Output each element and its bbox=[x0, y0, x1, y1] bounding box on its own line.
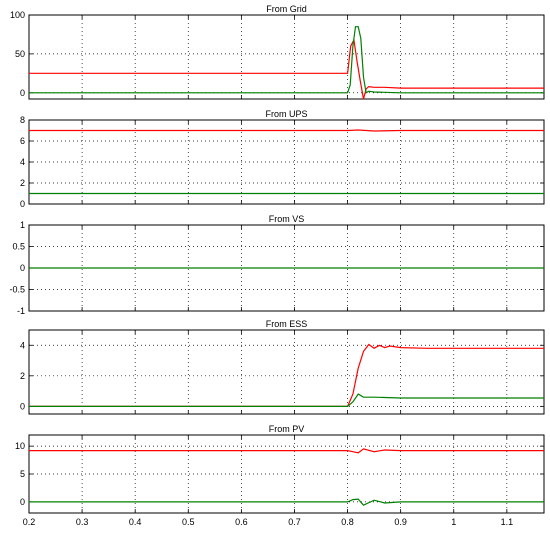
y-tick-label: 10 bbox=[15, 441, 25, 451]
plot-area bbox=[28, 329, 545, 415]
panel-title: From UPS bbox=[265, 109, 307, 119]
y-tick-label: 0.5 bbox=[12, 242, 25, 252]
y-tick-label: 2 bbox=[20, 178, 25, 188]
series-line-1 bbox=[29, 448, 544, 454]
panel-title: From VS bbox=[269, 214, 305, 224]
y-tick-label: 100 bbox=[10, 10, 25, 20]
panel-title: From PV bbox=[269, 424, 305, 434]
panel-5: From PV 0 5 10 0.2 0.3 0.4 0.5 0.6 0.7 0.8 0.9 1 1.1 bbox=[15, 424, 545, 527]
series-line-1 bbox=[29, 343, 544, 407]
y-tick-label: 0 bbox=[20, 401, 25, 411]
series-line-2 bbox=[29, 26, 544, 94]
panel-1: From Grid 0 50 100 bbox=[10, 4, 545, 100]
y-tick-label: 5 bbox=[20, 469, 25, 479]
x-tick-label: 0.4 bbox=[129, 517, 142, 527]
x-tick-label: 0.9 bbox=[394, 517, 407, 527]
series-line-2 bbox=[29, 498, 544, 506]
x-tick-label: 0.6 bbox=[235, 517, 248, 527]
y-tick-label: 0 bbox=[20, 263, 25, 273]
x-tick-label: 0.7 bbox=[288, 517, 301, 527]
y-tick-label: 1 bbox=[20, 220, 25, 230]
x-tick-label: 1 bbox=[451, 517, 456, 527]
panel-title: From ESS bbox=[266, 319, 308, 329]
y-tick-label: 0 bbox=[20, 497, 25, 507]
y-tick-label: 2 bbox=[20, 371, 25, 381]
panel-4: From ESS 0 2 4 bbox=[20, 319, 545, 415]
plot-area bbox=[28, 119, 545, 205]
y-tick-label: 0 bbox=[20, 88, 25, 98]
x-tick-label: 0.2 bbox=[23, 517, 36, 527]
series-line-2 bbox=[29, 393, 544, 407]
panel-title: From Grid bbox=[266, 4, 307, 14]
y-tick-label: 6 bbox=[20, 136, 25, 146]
y-tick-label: -0.5 bbox=[9, 285, 25, 295]
plot-area bbox=[28, 434, 545, 514]
series-line-1 bbox=[29, 129, 544, 132]
plot-area bbox=[28, 14, 545, 100]
y-tick-label: 50 bbox=[15, 49, 25, 59]
y-tick-label: 4 bbox=[20, 157, 25, 167]
x-tick-label: 0.8 bbox=[341, 517, 354, 527]
panel-2: From UPS 0 2 4 6 8 bbox=[20, 109, 545, 209]
y-tick-label: 0 bbox=[20, 199, 25, 209]
y-tick-label: -1 bbox=[17, 306, 25, 316]
x-tick-label: 0.3 bbox=[76, 517, 89, 527]
series-line-1 bbox=[29, 37, 544, 100]
y-tick-label: 8 bbox=[20, 115, 25, 125]
x-tick-label: 0.5 bbox=[182, 517, 195, 527]
y-tick-label: 4 bbox=[20, 340, 25, 350]
panel-3: From VS -1 -0.5 0 0.5 1 bbox=[9, 214, 545, 316]
x-tick-label: 1.1 bbox=[501, 517, 514, 527]
